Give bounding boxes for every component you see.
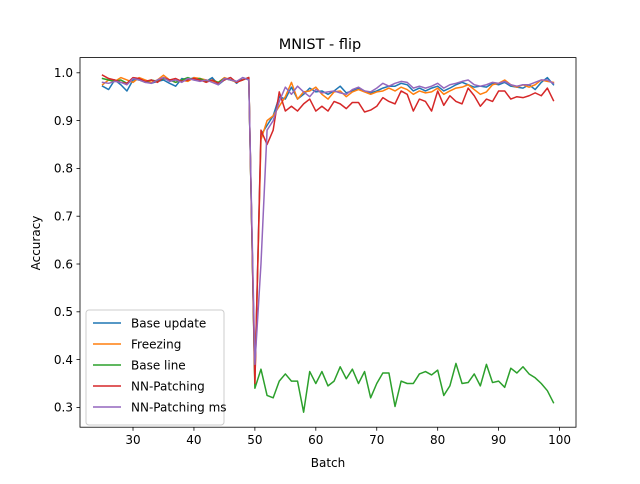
- y-axis-label: Accuracy: [29, 216, 43, 271]
- chart-title: MNIST - flip: [279, 37, 362, 53]
- plot-frame: [79, 57, 577, 428]
- y-tick-label-2: 0.5: [54, 305, 73, 319]
- legend-label-3: NN-Patching: [131, 379, 205, 393]
- legend-label-1: Freezing: [131, 337, 181, 351]
- y-tick-label-7: 1.0: [54, 66, 73, 80]
- y-tick-label-5: 0.8: [54, 162, 73, 176]
- x-tick-label-2: 50: [247, 433, 262, 447]
- x-axis-label: Batch: [311, 456, 346, 470]
- legend-label-2: Base line: [131, 358, 186, 372]
- y-tick-label-0: 0.3: [54, 401, 73, 415]
- legend: Base update Freezing Base line NN-Patching N…: [85, 309, 227, 426]
- x-tick-label-3: 60: [308, 433, 323, 447]
- legend-label-4: NN-Patching ms: [131, 400, 227, 414]
- y-tick-label-3: 0.6: [54, 257, 73, 271]
- y-tick-label-6: 0.9: [54, 114, 73, 128]
- axes: 30 40 50 60 70 80 90 100 0.3 0.4 0.5 0.6 0.7 0.8 0.9 1.…: [54, 57, 577, 447]
- series-line-0: [101, 76, 555, 380]
- legend-label-0: Base update: [131, 316, 206, 330]
- x-tick-label-0: 30: [125, 433, 140, 447]
- x-tick-label-6: 90: [491, 433, 506, 447]
- legend-box: [85, 309, 225, 426]
- x-tick-label-7: 100: [548, 433, 571, 447]
- x-tick-label-5: 80: [430, 433, 445, 447]
- y-tick-label-1: 0.4: [54, 353, 73, 367]
- x-tick-label-4: 70: [369, 433, 384, 447]
- y-tick-label-4: 0.7: [54, 210, 73, 224]
- series-line-3: [101, 74, 555, 385]
- x-tick-label-1: 40: [186, 433, 201, 447]
- series-lines: [101, 74, 555, 413]
- series-line-4: [101, 76, 555, 366]
